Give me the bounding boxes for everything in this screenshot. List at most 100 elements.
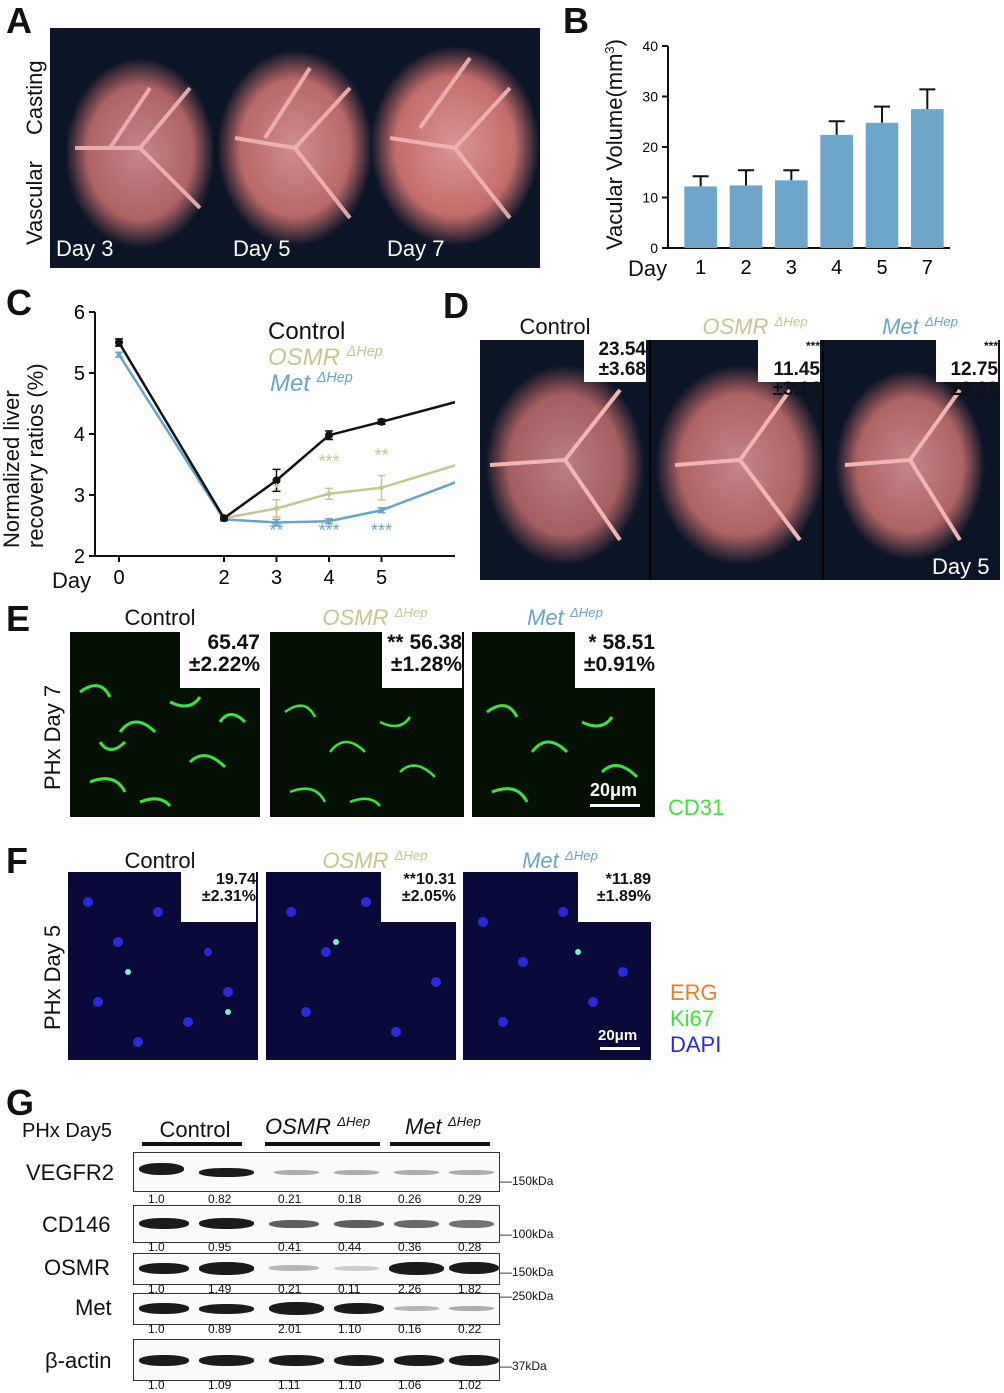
panel-c-ylabel-line2: recovery ratios (%) <box>23 363 48 548</box>
cd31-stain-label: CD31 <box>668 795 725 820</box>
kda-label-osmr: —150kDa <box>500 1265 554 1279</box>
panel-e-title-control: Control <box>124 605 196 630</box>
significance-osmr: ** <box>374 445 388 465</box>
quant-vegfr2-3: 0.21 <box>278 1192 302 1206</box>
x-tick-label: 5 <box>376 567 387 588</box>
panel-e-scale-bar <box>590 804 640 807</box>
panel-d-title-osmr-text: OSMR <box>702 314 769 339</box>
y-tick-label: 3 <box>74 485 85 507</box>
cd31-image-osmr: ** 56.38 ±1.28% <box>270 631 464 817</box>
quant-vegfr2-1: 1.0 <box>148 1192 165 1206</box>
quant-osmr-6: 1.82 <box>458 1282 482 1296</box>
legend-control: Control <box>268 318 346 345</box>
y-tick-label: 40 <box>642 38 658 54</box>
quant-vegfr2-4: 0.18 <box>338 1192 362 1206</box>
blot-band <box>334 1355 384 1366</box>
panel-g-header: PHx Day5 <box>22 1120 113 1142</box>
panel-e-title-met-sup: ΔHep <box>569 605 603 620</box>
data-point <box>325 431 333 440</box>
quant-beta-actin-2: 1.09 <box>208 1378 232 1392</box>
panel-f-stat-osmr-star: ** <box>403 871 416 888</box>
cd31-pattern-control <box>79 684 247 808</box>
kda-osmr: 150kDa <box>512 1265 554 1279</box>
panel-e-side-label: PHx Day 7 <box>40 684 65 790</box>
quant-cd146-4: 0.44 <box>338 1240 362 1254</box>
kda-beta-actin: 37kDa <box>512 1359 547 1373</box>
panel-e-stat-met: * 58.51 ±0.91% <box>575 631 655 688</box>
panel-e-title-osmr: OSMR ΔHep <box>300 605 450 631</box>
legend-met: Met ΔHep <box>270 370 353 398</box>
data-point <box>220 514 228 523</box>
y-tick-label: 6 <box>74 302 85 324</box>
blot-cd146 <box>133 1205 500 1243</box>
panel-d-stat-control: 23.54 ±3.68 <box>584 340 646 382</box>
erg-ki67-image-osmr: **10.31 ±2.05% <box>266 871 456 1060</box>
dapi-stain-label: DAPI <box>670 1032 722 1057</box>
bar <box>865 122 899 248</box>
kda-vegfr2: 150kDa <box>512 1174 554 1188</box>
day-3-label: Day 3 <box>56 236 114 261</box>
bar <box>729 185 763 248</box>
quant-met-3: 2.01 <box>278 1322 302 1336</box>
panel-g-group-osmr-line <box>265 1142 380 1146</box>
data-point <box>274 519 279 525</box>
panel-e-stat-control: 65.47 ±2.22% <box>180 631 260 688</box>
panel-d-title-osmr-sup: ΔHep <box>774 314 808 329</box>
blot-band <box>269 1355 324 1366</box>
panel-g-group-control-line <box>142 1142 242 1146</box>
bar <box>911 109 944 248</box>
x-tick-label: 3 <box>271 567 282 588</box>
panel-e-stat-osmr: ** 56.38 ±1.28% <box>382 631 462 688</box>
panel-g-group-met-line <box>390 1142 490 1146</box>
quant-beta-actin-5: 1.06 <box>398 1378 422 1392</box>
panel-e-title-osmr-sup: ΔHep <box>394 605 428 620</box>
panel-d-day-label: Day 5 <box>932 554 990 579</box>
y-tick-label: 30 <box>642 89 658 105</box>
panel-g-group-met-text: Met <box>405 1114 442 1139</box>
panel-f-side-label: PHx Day 5 <box>40 924 65 1030</box>
cd31-pattern-met <box>486 704 639 803</box>
blot-band <box>199 1218 254 1229</box>
blot-band <box>139 1303 189 1314</box>
series-line <box>117 341 455 520</box>
blot-band <box>269 1265 319 1271</box>
x-tick-label: 4 <box>323 567 334 588</box>
panel-e-title-met: Met ΔHep <box>505 605 625 631</box>
panel-f-stat-control-sd: ±2.31% <box>201 887 256 905</box>
panel-f-title-control: Control <box>124 848 196 873</box>
quant-beta-actin-6: 1.02 <box>458 1378 482 1392</box>
vascular-casting-day5-strip: 23.54 ±3.68 *** 11.45 ±3.14 *** 12.75 ±3… <box>480 340 1000 580</box>
panel-label-d: D <box>443 285 469 326</box>
panel-d-stat-control-sd: ±3.68 <box>598 358 646 380</box>
y-tick-label: 20 <box>642 139 658 155</box>
data-point <box>115 338 123 347</box>
blot-band <box>394 1220 439 1228</box>
panel-c-ylabel: Normalized liver recovery ratios (%) <box>0 363 48 548</box>
panel-d-stat-osmr-star: *** <box>805 339 820 353</box>
protein-label-vegfr2: VEGFR2 <box>26 1160 115 1185</box>
quant-met-2: 0.89 <box>208 1322 232 1336</box>
protein-label-met: Met <box>75 1295 112 1320</box>
erg-ki67-image-met: *11.89 ±1.89% 20μm <box>463 871 651 1060</box>
panel-c-ylabel-line1: Normalized liver <box>0 390 24 548</box>
quant-cd146-5: 0.36 <box>398 1240 422 1254</box>
blot-band <box>334 1170 379 1175</box>
panel-f-stat-osmr-mean: 10.31 <box>415 871 456 888</box>
quant-osmr-4: 0.11 <box>338 1282 361 1296</box>
blot-band <box>199 1355 254 1366</box>
panel-label-c: C <box>6 282 32 323</box>
protein-label-osmr: OSMR <box>44 1255 110 1280</box>
blot-band <box>394 1306 439 1311</box>
panel-f-scale-label: 20μm <box>598 1027 638 1044</box>
bar <box>684 186 717 248</box>
legend-osmr-sup: ΔHep <box>346 344 383 360</box>
panel-d-stat-osmr-mean: 11.45 <box>773 358 821 380</box>
kda-label-vegfr2: —150kDa <box>500 1174 554 1188</box>
panel-label-g: G <box>6 1082 35 1123</box>
legend-met-sup: ΔHep <box>316 370 353 386</box>
blot-band <box>199 1168 254 1177</box>
quant-cd146-3: 0.41 <box>278 1240 302 1254</box>
panel-d-title-met: Met ΔHep <box>860 314 980 340</box>
quant-vegfr2-6: 0.29 <box>458 1192 482 1206</box>
panel-f-title-osmr-sup: ΔHep <box>394 848 428 863</box>
